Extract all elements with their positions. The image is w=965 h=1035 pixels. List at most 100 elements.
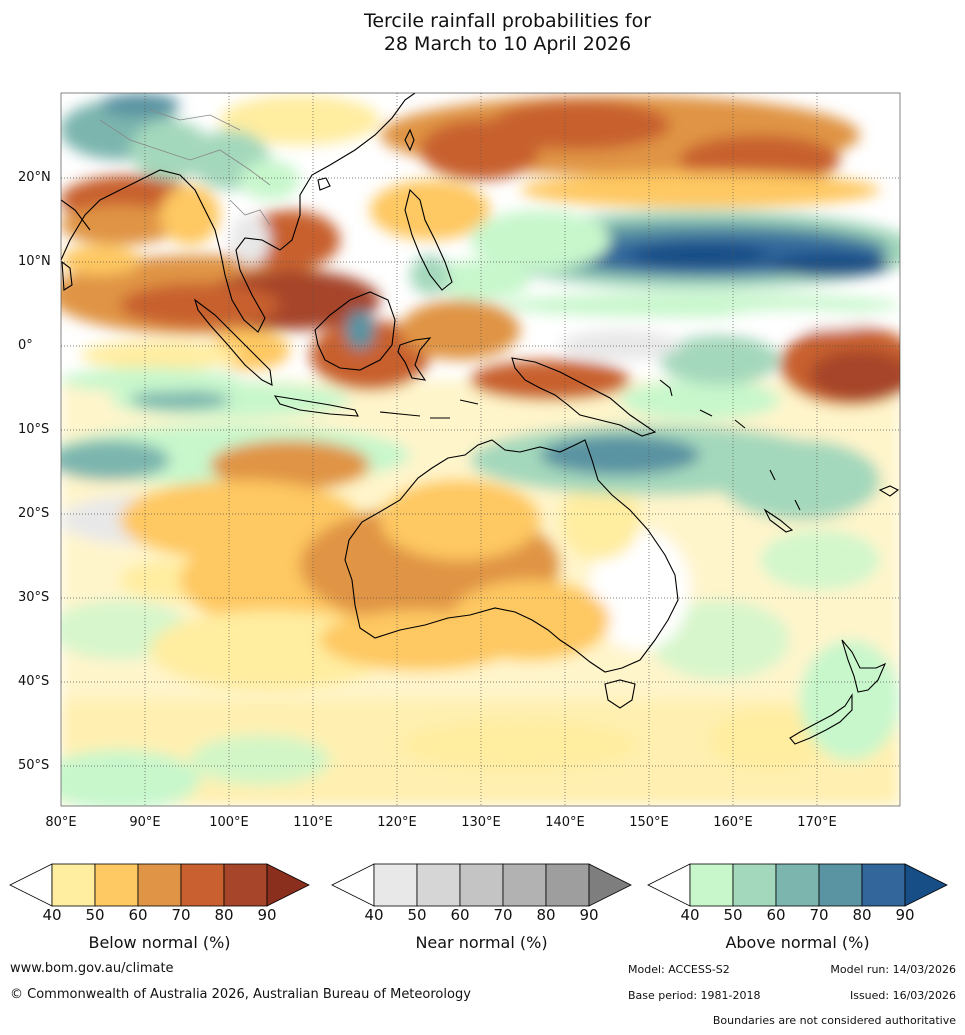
australia-coast	[344, 439, 679, 673]
colorbar-max-arrow	[266, 863, 310, 907]
philippines-coast	[404, 188, 453, 291]
lon-tick-label: 120°E	[377, 815, 417, 830]
colorbar-min-arrow	[331, 863, 375, 907]
map-frame	[60, 92, 901, 807]
lat-tick-label: 20°S	[18, 506, 50, 521]
lat-tick-label: 20°N	[18, 170, 51, 185]
lat-tick-label: 0°	[18, 338, 33, 353]
colorbar-swatch	[94, 863, 139, 907]
colorbar-tick-label: 40	[680, 906, 700, 924]
colorbar-title: Below normal (%)	[88, 933, 231, 952]
java-coast	[273, 395, 359, 417]
india-east-coast	[61, 199, 91, 231]
colorbar-tick-label: 70	[171, 906, 191, 924]
colorbar-tick-label: 70	[493, 906, 513, 924]
new-zealand-north-coast	[841, 639, 887, 693]
colorbar-swatch	[775, 863, 820, 907]
solomon-islands-coast	[659, 379, 746, 429]
borneo-coast	[314, 291, 396, 371]
colorbar-swatch	[502, 863, 547, 907]
colorbar-swatch	[861, 863, 906, 907]
colorbar-min-arrow	[647, 863, 691, 907]
colorbar-1	[331, 863, 632, 907]
colorbar-tick-label: 40	[364, 906, 384, 924]
colorbar-swatch	[180, 863, 225, 907]
colorbar-max-arrow	[904, 863, 948, 907]
colorbar-title: Near normal (%)	[415, 933, 548, 952]
colorbar-tick-label: 70	[809, 906, 829, 924]
colorbar-swatch	[689, 863, 734, 907]
coastlines	[61, 93, 900, 745]
colorbar-tick-label: 80	[214, 906, 234, 924]
taiwan-coast	[404, 128, 415, 152]
country-boundaries	[99, 109, 271, 226]
colorbar-tick-label: 80	[852, 906, 872, 924]
graticule	[61, 93, 900, 806]
colorbar-tick-label: 60	[450, 906, 470, 924]
colorbar-swatch	[373, 863, 418, 907]
sri-lanka-coast	[61, 260, 73, 291]
colorbars	[9, 863, 948, 907]
sulawesi-coast	[397, 337, 432, 381]
lon-tick-label: 100°E	[209, 815, 249, 830]
colorbar-tick-label: 80	[536, 906, 556, 924]
rainfall-probability-map	[60, 92, 901, 807]
lon-tick-label: 170°E	[797, 815, 837, 830]
title-line-2: 28 March to 10 April 2026	[383, 33, 632, 55]
probability-field	[61, 93, 900, 806]
colorbar-0	[9, 863, 310, 907]
lat-tick-label: 50°S	[18, 758, 50, 773]
lesser-sunda-coast	[379, 399, 479, 419]
hainan-coast	[317, 177, 331, 191]
issued-date: Issued: 16/03/2026	[849, 989, 956, 1002]
footer-url[interactable]: www.bom.gov.au/climate	[10, 961, 174, 976]
colorbar-swatch	[223, 863, 268, 907]
lon-tick-label: 110°E	[293, 815, 333, 830]
colorbar-tick-label: 60	[766, 906, 786, 924]
colorbar-swatch	[137, 863, 182, 907]
colorbar-swatch	[545, 863, 590, 907]
colorbar-max-arrow	[588, 863, 632, 907]
lat-tick-label: 30°S	[18, 590, 50, 605]
colorbar-tick-label: 50	[85, 906, 105, 924]
colorbar-swatch	[416, 863, 461, 907]
lon-tick-label: 160°E	[713, 815, 753, 830]
colorbar-tick-label: 40	[42, 906, 62, 924]
sumatra-coast	[193, 298, 273, 386]
colorbar-swatch	[51, 863, 96, 907]
colorbar-swatch	[459, 863, 504, 907]
colorbar-tick-label: 50	[407, 906, 427, 924]
lon-tick-label: 130°E	[461, 815, 501, 830]
model-run-date: Model run: 14/03/2026	[830, 963, 956, 976]
colorbar-min-arrow	[9, 863, 53, 907]
lon-tick-label: 80°E	[45, 815, 77, 830]
colorbar-swatch	[732, 863, 777, 907]
colorbar-tick-label: 60	[128, 906, 148, 924]
tasmania-coast	[604, 679, 636, 709]
colorbar-swatch	[818, 863, 863, 907]
map-title: Tercile rainfall probabilities for 28 Ma…	[0, 10, 965, 56]
title-line-1: Tercile rainfall probabilities for	[363, 10, 652, 32]
colorbar-tick-label: 90	[579, 906, 599, 924]
asia-coast	[61, 93, 416, 333]
lon-tick-label: 150°E	[629, 815, 669, 830]
new-caledonia-coast	[763, 508, 794, 533]
boundary-disclaimer: Boundaries are not considered authoritat…	[712, 1014, 956, 1027]
colorbar-title: Above normal (%)	[725, 933, 870, 952]
model-name: Model: ACCESS-S2	[628, 963, 730, 976]
new-zealand-south-coast	[789, 693, 853, 745]
lat-tick-label: 10°N	[18, 254, 51, 269]
colorbar-tick-label: 90	[895, 906, 915, 924]
base-period: Base period: 1981-2018	[628, 989, 761, 1002]
footer-copyright: © Commonwealth of Australia 2026, Austra…	[10, 987, 471, 1002]
new-guinea-coast	[511, 357, 657, 437]
colorbar-tick-label: 90	[257, 906, 277, 924]
lon-tick-label: 90°E	[129, 815, 161, 830]
colorbar-2	[647, 863, 948, 907]
colorbar-tick-label: 50	[723, 906, 743, 924]
lon-tick-label: 140°E	[545, 815, 585, 830]
lat-tick-label: 40°S	[18, 674, 50, 689]
fiji-coast	[878, 485, 900, 497]
vanuatu-coast	[769, 469, 801, 511]
lat-tick-label: 10°S	[18, 422, 50, 437]
